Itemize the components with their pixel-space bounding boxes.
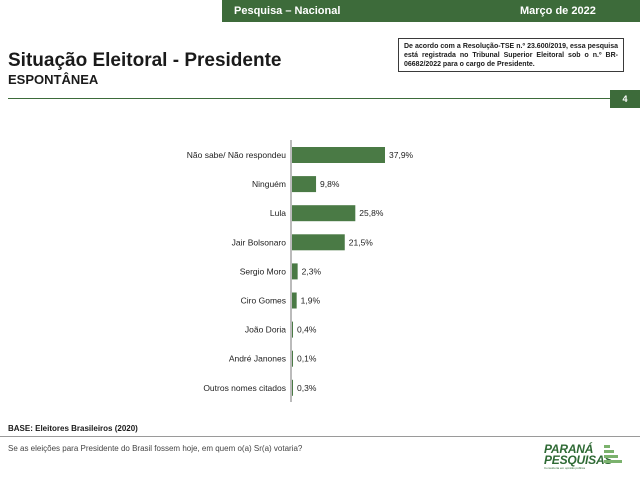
category-label: André Janones [229, 354, 286, 364]
page-number: 4 [610, 90, 640, 108]
bar [292, 205, 356, 222]
category-label: Ciro Gomes [241, 296, 286, 306]
bar [292, 321, 293, 338]
category-label: Não sabe/ Não respondeu [187, 150, 287, 160]
value-label: 1,9% [301, 296, 321, 306]
header-bar: Pesquisa – Nacional Março de 2022 [222, 0, 640, 22]
value-label: 25,8% [359, 208, 384, 218]
value-label: 0,3% [297, 383, 317, 393]
category-label: Jair Bolsonaro [232, 237, 287, 247]
value-label: 0,1% [297, 354, 317, 364]
value-label: 21,5% [349, 237, 374, 247]
logo-tagline: Consultoria em opinião pública [544, 466, 586, 470]
category-label: Sergio Moro [240, 266, 287, 276]
value-label: 37,9% [389, 150, 414, 160]
bar [292, 176, 317, 193]
footer-divider [0, 436, 640, 437]
page-title: Situação Eleitoral - Presidente [8, 50, 282, 71]
value-label: 9,8% [320, 179, 340, 189]
value-label: 2,3% [302, 266, 322, 276]
bar [292, 234, 345, 251]
category-label: Outros nomes citados [203, 383, 286, 393]
tse-registration-notice: De acordo com a Resolução-TSE n.º 23.600… [398, 38, 624, 72]
category-label: Ninguém [252, 179, 286, 189]
category-label: Lula [270, 208, 286, 218]
parana-pesquisas-logo: PARANÁ PESQUISAS Consultoria em opinião … [544, 442, 624, 470]
header-divider [8, 98, 610, 99]
bar [292, 350, 293, 367]
bar [292, 292, 297, 309]
survey-label: Pesquisa – Nacional [234, 5, 341, 17]
survey-question: Se as eleições para Presidente do Brasil… [8, 444, 303, 453]
logo-mark-icon [604, 445, 622, 465]
logo-line-1: PARANÁ [544, 442, 594, 456]
bar [292, 147, 385, 163]
logo-line-2: PESQUISAS [544, 453, 613, 467]
bar [292, 379, 293, 396]
page-subtitle: ESPONTÂNEA [8, 72, 99, 87]
value-label: 0,4% [297, 325, 317, 335]
date-label: Março de 2022 [520, 5, 596, 17]
category-label: João Doria [245, 325, 286, 335]
sample-base: BASE: Eleitores Brasileiros (2020) [8, 424, 138, 433]
bar [292, 263, 298, 280]
